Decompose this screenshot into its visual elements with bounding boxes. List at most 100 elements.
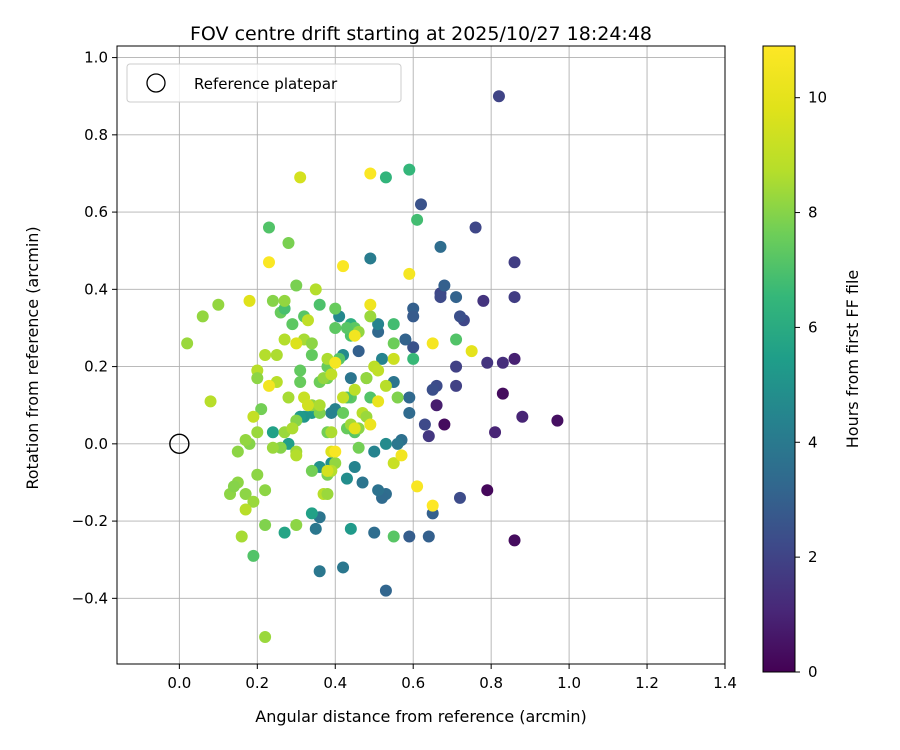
data-point [407,341,420,354]
data-point [508,256,521,269]
data-point [266,441,279,454]
x-tick-label: 1.0 [557,674,581,692]
data-point [348,383,361,396]
data-point [418,418,431,431]
data-point [481,356,494,369]
y-tick-label: −0.2 [72,512,108,530]
data-point [438,418,451,431]
data-point [407,310,420,323]
data-point [305,349,318,361]
data-point [204,395,217,408]
colorbar-label: Hours from first FF file [843,270,862,449]
data-point [352,441,365,454]
data-point [313,298,326,311]
data-point [508,534,521,547]
colorbar-ticks: 0 2 4 6 8 10 [795,89,827,681]
data-point [259,630,272,643]
colorbar-tick-label: 10 [808,89,827,107]
x-tick-label: 0.6 [401,674,425,692]
data-point [313,565,326,578]
data-point [348,422,361,435]
data-point [255,403,268,416]
y-tick-label: 0.2 [84,358,108,376]
data-point [263,379,275,392]
data-point [196,310,209,323]
data-point [290,449,303,462]
legend: Reference platepar [126,63,402,103]
data-point [403,267,416,280]
data-point [263,221,275,234]
data-point [387,337,400,350]
data-point [376,352,389,365]
data-point [329,356,342,369]
x-tick-label: 0.8 [479,674,503,692]
data-point [477,294,490,307]
plot-frame [116,45,726,665]
data-point [286,422,299,435]
data-point [379,437,392,450]
data-point [309,522,322,535]
data-point [489,426,502,439]
data-point [508,352,521,365]
data-point [352,345,365,358]
colorbar-tick-label: 6 [808,318,818,336]
data-point [212,298,225,311]
data-point [496,387,509,400]
y-tick-label: 1.0 [84,49,108,67]
data-point [372,364,385,377]
grid-lines [117,46,726,664]
data-point [337,561,350,574]
data-point [239,488,252,501]
data-point [453,310,466,323]
data-point [321,464,334,477]
data-point [301,399,314,412]
data-point [278,294,291,307]
data-point [450,333,463,346]
data-point [348,461,361,474]
data-point [266,426,279,439]
data-point [434,291,447,304]
data-point [247,410,260,423]
data-point [340,472,353,485]
data-point [379,584,392,597]
data-point [508,291,521,304]
x-tick-label: 1.4 [713,674,737,692]
data-point [239,503,252,516]
data-point [344,522,357,535]
data-point [259,484,272,497]
data-point [290,337,303,350]
data-points [181,90,564,643]
data-point [301,314,314,327]
data-point [290,279,303,292]
colorbar-gradient [763,46,795,672]
data-point [325,368,338,381]
data-point [286,318,299,331]
data-point [372,395,385,408]
data-point [399,333,412,346]
data-point [453,491,466,504]
data-point [368,526,381,539]
legend-label: Reference platepar [194,75,338,93]
x-tick-label: 0.0 [167,674,191,692]
data-point [340,321,353,334]
data-point [395,449,408,462]
y-axis-ticks: −0.4 −0.2 0.0 0.2 0.4 0.6 0.8 1.0 [72,49,117,607]
colorbar: 0 2 4 6 8 10 Hours from first FF file [762,45,862,681]
data-point [278,526,291,539]
colorbar-tick-label: 4 [808,433,818,451]
legend-reference-marker [146,73,166,93]
data-point [243,294,256,307]
data-point [247,549,260,562]
data-point [407,352,420,365]
data-point [368,445,381,458]
data-point [379,171,392,184]
y-tick-label: 0.4 [84,280,108,298]
data-point [372,318,385,331]
chart-title: FOV centre drift starting at 2025/10/27 … [190,23,652,45]
data-point [329,445,342,458]
data-point [364,418,377,431]
data-point [309,283,322,296]
data-point [263,256,275,269]
data-point [426,337,439,350]
data-point [325,406,338,419]
